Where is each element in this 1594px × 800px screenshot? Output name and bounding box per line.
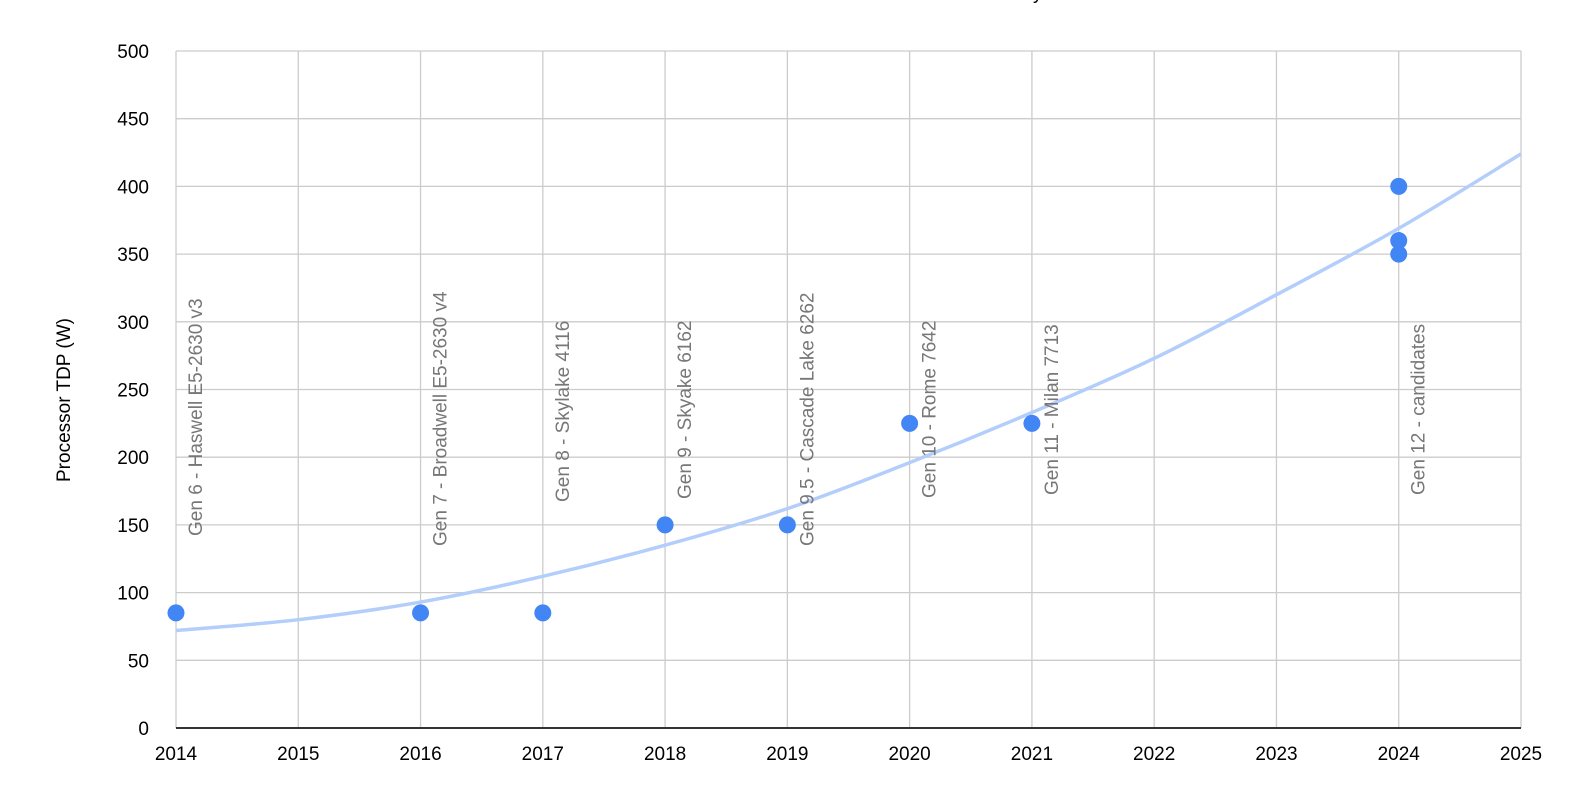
point-label: Gen 11 - Milan 7713 xyxy=(1042,324,1063,495)
point-label: Gen 10 - Rome 7642 xyxy=(920,321,941,498)
data-point xyxy=(1390,232,1408,250)
y-tick-label: 200 xyxy=(117,448,149,469)
data-point xyxy=(534,604,552,622)
trendline xyxy=(175,152,1522,633)
x-tick-label: 2025 xyxy=(1500,744,1542,765)
data-point xyxy=(778,516,796,534)
point-labels: Gen 6 - Haswell E5-2630 v3 Gen 7 - Broadw… xyxy=(186,291,1430,546)
y-tick-label: 50 xyxy=(128,651,149,672)
point-label: Gen 6 - Haswell E5-2630 v3 xyxy=(186,298,207,536)
x-tick-label: 2023 xyxy=(1255,744,1297,765)
data-points xyxy=(167,177,1408,622)
x-tick-label: 2014 xyxy=(155,744,198,765)
y-tick-label: 500 xyxy=(117,42,149,63)
chart-title-fragment: y xyxy=(1033,0,1043,4)
x-tick-label: 2015 xyxy=(277,744,319,765)
point-label: Gen 7 - Broadwell E5-2630 v4 xyxy=(431,291,452,546)
data-point xyxy=(1390,177,1408,195)
data-point xyxy=(656,516,674,534)
x-tick-label: 2017 xyxy=(522,744,564,765)
point-label: Gen 8 - Skylake 4116 xyxy=(553,321,574,502)
y-tick-label: 250 xyxy=(117,381,149,402)
data-point xyxy=(412,604,430,622)
x-tick-label: 2022 xyxy=(1133,744,1175,765)
data-point xyxy=(1023,414,1041,432)
data-point xyxy=(1390,245,1408,263)
axes: 0 50 100 150 200 250 300 350 400 450 500 2014 2015 20… xyxy=(117,42,1542,765)
x-tick-label: 2016 xyxy=(399,744,441,765)
y-axis-title: Processor TDP (W) xyxy=(54,318,75,482)
data-point xyxy=(167,604,185,622)
data-point xyxy=(901,414,919,432)
x-tick-label: 2018 xyxy=(644,744,686,765)
y-tick-label: 450 xyxy=(117,110,149,131)
y-tick-label: 300 xyxy=(117,313,149,334)
x-tick-label: 2019 xyxy=(766,744,808,765)
trendline-layer xyxy=(175,152,1522,633)
y-tick-label: 350 xyxy=(117,245,149,266)
gridlines xyxy=(175,50,1522,728)
x-tick-label: 2024 xyxy=(1378,744,1421,765)
point-label: Gen 9.5 - Cascade Lake 6262 xyxy=(797,292,818,546)
x-tick-label: 2020 xyxy=(888,744,930,765)
y-tick-label: 150 xyxy=(117,516,149,537)
point-label: Gen 12 - candidates xyxy=(1409,324,1430,495)
point-label: Gen 9 - Skyake 6162 xyxy=(675,321,696,500)
y-tick-label: 400 xyxy=(117,177,149,198)
y-tick-label: 100 xyxy=(117,584,149,605)
y-tick-label: 0 xyxy=(138,719,149,740)
x-tick-label: 2021 xyxy=(1011,744,1053,765)
